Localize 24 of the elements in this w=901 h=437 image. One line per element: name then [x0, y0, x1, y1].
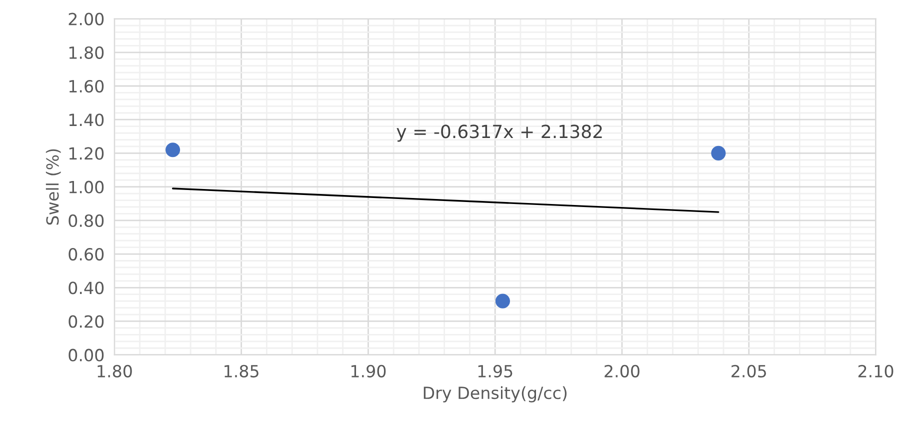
y-tick-label: 0.00 — [68, 348, 104, 362]
x-tick-label: 1.85 — [224, 364, 258, 378]
x-axis-title: Dry Density(g/cc) — [424, 386, 567, 402]
point — [711, 146, 726, 160]
y-tick-label: 1.40 — [69, 114, 104, 126]
x-tick-label: 1.80 — [98, 364, 132, 378]
annotation: y = -0.6317x + 2.1382 — [396, 124, 602, 142]
y-tick-label: 1.20 — [69, 147, 104, 160]
point — [495, 294, 510, 308]
y-tick-label: 0.60 — [68, 248, 104, 261]
y-tick-label: 0.80 — [68, 214, 104, 227]
y-tick-label: 1.00 — [69, 180, 104, 194]
y-tick-label: 2.00 — [68, 12, 104, 26]
x-tick-label: 2.05 — [732, 364, 766, 378]
x-tick-label: 1.95 — [478, 364, 512, 378]
y-tick-label: 0.40 — [68, 282, 104, 294]
x-tick-label: 2.10 — [858, 364, 894, 378]
y-axis-title: Swell (%) — [46, 149, 61, 225]
x-tick-label: 1.90 — [351, 364, 386, 378]
y-tick-label: 1.60 — [69, 80, 104, 93]
point — [166, 142, 180, 158]
x-tick-label: 2.00 — [604, 364, 640, 378]
y-tick-label: 1.80 — [69, 46, 104, 59]
y-tick-label: 0.20 — [68, 315, 104, 328]
